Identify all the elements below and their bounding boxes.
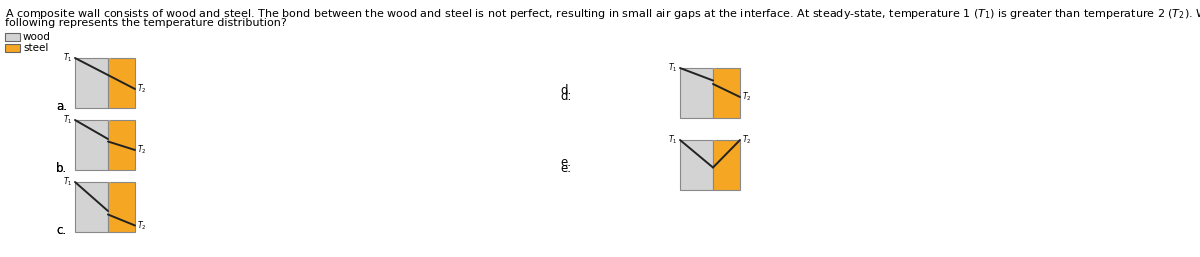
Bar [74,58,108,108]
Text: $T_1$: $T_1$ [668,134,678,146]
Text: $T_2$: $T_2$ [137,83,146,95]
Text: $T_1$: $T_1$ [64,114,73,126]
Text: $T_1$: $T_1$ [64,52,73,64]
Bar [713,140,740,190]
Bar [713,68,740,118]
Text: steel: steel [23,43,48,53]
Text: d.: d. [560,90,571,103]
Text: c.: c. [56,224,66,237]
Text: following represents the temperature distribution?: following represents the temperature dis… [5,18,287,28]
Text: $T_2$: $T_2$ [742,134,751,146]
Bar [5,44,20,52]
Bar [5,33,20,41]
Text: b.: b. [56,162,67,175]
Text: A composite wall consists of wood and steel. The bond between the wood and steel: A composite wall consists of wood and st… [5,7,1200,21]
Text: wood: wood [23,32,50,42]
Text: $T_2$: $T_2$ [137,219,146,232]
Text: e.: e. [560,162,571,175]
Bar [108,58,134,108]
Bar [108,182,134,232]
Text: $T_2$: $T_2$ [742,91,751,103]
Bar [74,182,108,232]
Text: a.: a. [56,100,67,113]
Bar [680,140,713,190]
Bar [680,68,713,118]
Text: $T_2$: $T_2$ [137,144,146,156]
Text: b.: b. [56,162,67,175]
Bar [74,120,108,170]
Text: c.: c. [56,224,66,237]
Text: e.: e. [560,155,571,169]
Text: $T_1$: $T_1$ [64,176,73,188]
Bar [108,120,134,170]
Text: $T_1$: $T_1$ [668,62,678,74]
Text: a.: a. [56,100,67,113]
Text: d.: d. [560,84,571,96]
